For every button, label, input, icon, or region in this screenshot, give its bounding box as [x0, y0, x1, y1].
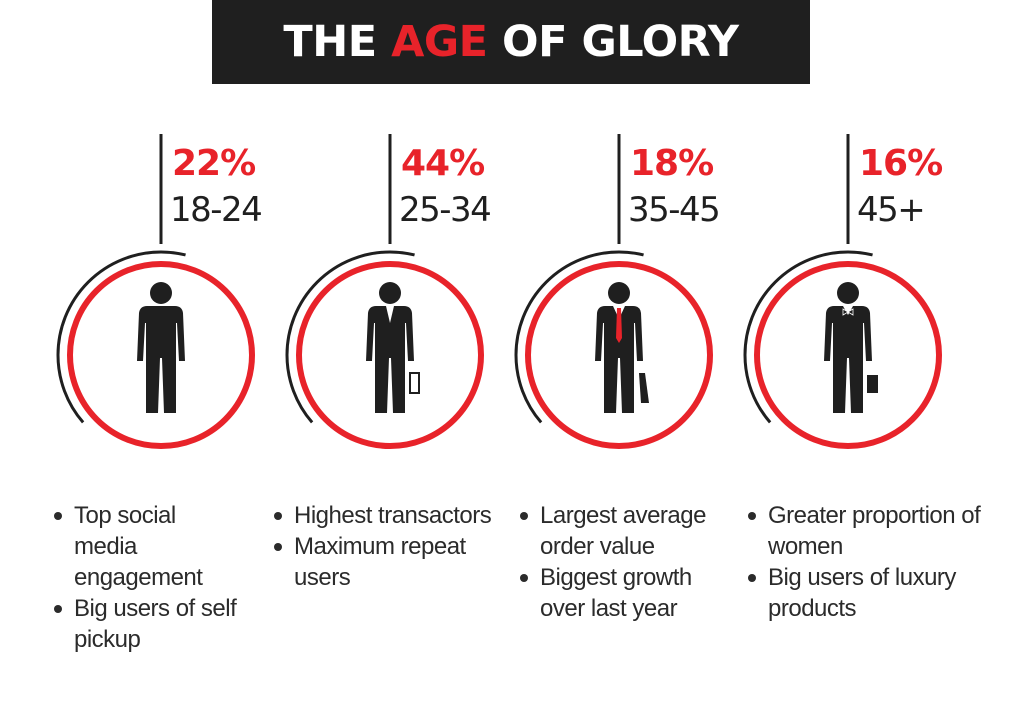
- title-banner: THE AGE OF GLORY: [212, 0, 810, 84]
- segment-3-age-range: 35-45: [628, 190, 721, 230]
- segment-2-bullet-list: Highest transactors Maximum repeat users: [272, 500, 502, 593]
- list-item: Top social media engagement: [52, 500, 242, 593]
- title-part-1: THE: [283, 17, 377, 67]
- segment-3-percent: 18%: [630, 143, 714, 184]
- segment-1-age-range: 18-24: [170, 190, 263, 230]
- segment-1-graphic: [56, 134, 266, 460]
- segment-3-bullet-list: Largest average order value Biggest grow…: [518, 500, 718, 624]
- list-item: Largest average order value: [518, 500, 718, 562]
- segment-1-percent: 22%: [172, 143, 256, 184]
- outer-arc: [743, 250, 953, 460]
- segment-4-age-range: 45+: [857, 190, 926, 230]
- segment-2-age-range: 25-34: [399, 190, 492, 230]
- outer-arc: [514, 250, 724, 460]
- title-part-3: OF GLORY: [502, 17, 739, 67]
- businessman-briefcase-icon: [366, 282, 420, 413]
- segment-4-bullet-list: Greater proportion of women Big users of…: [746, 500, 981, 624]
- page-title: THE AGE OF GLORY: [283, 17, 739, 67]
- list-item: Greater proportion of women: [746, 500, 981, 562]
- list-item: Big users of self pickup: [52, 593, 242, 655]
- segment-4-graphic: [743, 134, 953, 460]
- outer-arc: [56, 250, 266, 460]
- segment-2-percent: 44%: [401, 143, 485, 184]
- title-part-accent: AGE: [391, 17, 488, 67]
- businessman-bowtie-icon: [824, 282, 878, 413]
- segment-3-graphic: [514, 134, 724, 460]
- outer-arc: [285, 250, 495, 460]
- segment-2-graphic: [285, 134, 495, 460]
- segment-1-bullet-list: Top social media engagement Big users of…: [52, 500, 242, 655]
- segment-4-percent: 16%: [859, 143, 943, 184]
- list-item: Big users of luxury products: [746, 562, 981, 624]
- list-item: Highest transactors: [272, 500, 502, 531]
- businessman-red-tie-icon: [595, 282, 649, 413]
- list-item: Biggest growth over last year: [518, 562, 718, 624]
- list-item: Maximum repeat users: [272, 531, 502, 593]
